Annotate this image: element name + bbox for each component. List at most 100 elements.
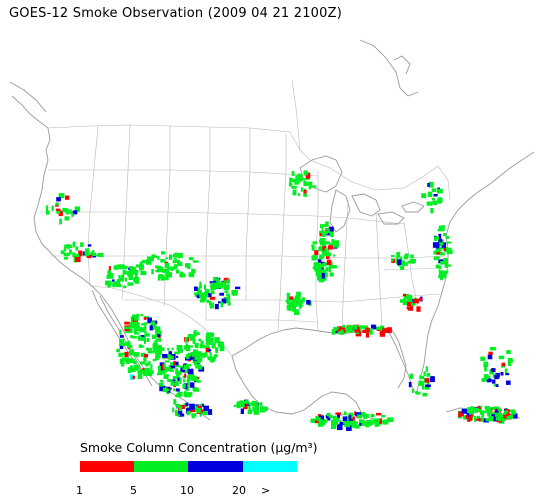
smoke-pixel	[191, 354, 196, 357]
smoke-pixel	[69, 209, 72, 213]
smoke-pixel	[176, 345, 183, 351]
smoke-pixel	[377, 326, 381, 329]
smoke-pixel	[509, 414, 514, 419]
smoke-pixel	[328, 252, 332, 257]
smoke-pixel	[318, 419, 324, 424]
smoke-pixel	[108, 266, 111, 271]
smoke-pixel	[188, 375, 194, 381]
smoke-pixel	[292, 172, 295, 176]
smoke-pixel	[321, 255, 325, 259]
smoke-pixel	[144, 325, 147, 331]
smoke-pixel	[249, 408, 252, 414]
smoke-pixel	[331, 423, 337, 429]
smoke-pixel	[191, 413, 195, 419]
smoke-pixel	[331, 419, 335, 424]
smoke-pixel	[152, 358, 157, 362]
smoke-pixel	[174, 257, 177, 260]
smoke-pixel	[299, 176, 303, 182]
smoke-pixel	[201, 352, 206, 358]
smoke-pixel	[289, 296, 294, 300]
smoke-pixel	[485, 418, 490, 422]
smoke-pixel	[311, 419, 315, 423]
smoke-pixel	[358, 419, 364, 423]
smoke-pixel	[144, 334, 147, 337]
smoke-pixel	[176, 374, 180, 380]
smoke-pixel	[165, 374, 170, 377]
smoke-pixel	[124, 351, 129, 357]
smoke-pixel	[492, 379, 496, 384]
smoke-pixel	[322, 262, 328, 266]
smoke-pixel	[488, 416, 494, 422]
smoke-pixel	[419, 380, 424, 384]
smoke-pixel	[205, 336, 211, 343]
smoke-pixel	[303, 170, 308, 176]
smoke-pixel	[325, 267, 329, 272]
smoke-pixel	[321, 421, 326, 425]
smoke-pixel	[427, 191, 433, 198]
smoke-pixel	[129, 328, 132, 332]
smoke-pixel	[327, 229, 330, 234]
smoke-pixel	[206, 299, 209, 303]
smoke-pixel	[434, 236, 440, 240]
smoke-pixel	[421, 193, 427, 198]
smoke-pixel	[75, 253, 80, 257]
smoke-pixel	[130, 335, 134, 338]
smoke-pixel	[135, 273, 138, 280]
smoke-pixel	[431, 197, 436, 201]
smoke-pixel	[329, 231, 334, 237]
smoke-pixel	[160, 366, 164, 372]
smoke-pixel	[173, 264, 178, 269]
smoke-pixel	[58, 210, 63, 217]
smoke-pixel	[172, 376, 177, 380]
smoke-pixel	[194, 332, 200, 335]
smoke-pixel	[431, 188, 437, 192]
smoke-pixel	[489, 347, 496, 351]
smoke-pixel	[355, 412, 362, 417]
smoke-pixel	[331, 329, 336, 335]
smoke-pixel	[440, 275, 443, 281]
smoke-pixel	[154, 348, 159, 354]
smoke-pixel	[223, 284, 230, 290]
smoke-pixel	[172, 261, 176, 264]
smoke-pixel	[226, 293, 230, 297]
smoke-pixel	[495, 384, 499, 387]
smoke-pixel	[98, 252, 104, 257]
smoke-pixel	[110, 273, 114, 279]
smoke-pixel	[325, 272, 328, 278]
smoke-pixel	[56, 210, 61, 214]
smoke-pixel	[170, 365, 176, 369]
legend-tick-1: 1	[76, 484, 83, 497]
smoke-pixel	[194, 294, 197, 297]
smoke-pixel	[157, 334, 161, 337]
smoke-pixel	[179, 274, 184, 277]
smoke-pixel	[239, 400, 244, 405]
smoke-pixel	[438, 225, 443, 231]
smoke-pixel	[67, 244, 70, 250]
smoke-pixel	[439, 247, 443, 251]
smoke-pixel	[174, 410, 181, 416]
smoke-pixel	[321, 272, 325, 279]
smoke-pixel	[155, 332, 159, 338]
smoke-pixel	[366, 420, 371, 424]
smoke-pixel	[155, 269, 159, 273]
legend-tick-5: 5	[130, 484, 137, 497]
smoke-pixel	[55, 202, 59, 206]
smoke-pixel	[438, 269, 441, 272]
smoke-pixel	[318, 422, 324, 427]
smoke-pixel	[487, 413, 491, 417]
smoke-pixel	[364, 421, 367, 427]
smoke-pixel	[430, 208, 434, 214]
smoke-pixel	[96, 254, 100, 257]
smoke-pixel	[465, 408, 471, 414]
smoke-pixel	[130, 351, 137, 355]
smoke-pixel	[119, 344, 124, 349]
smoke-pixel	[314, 420, 319, 424]
smoke-pixel	[185, 402, 189, 407]
smoke-pixel	[374, 421, 379, 427]
smoke-pixel	[447, 247, 452, 252]
smoke-pixel	[361, 411, 365, 417]
smoke-pixel	[397, 259, 402, 266]
smoke-pixel	[185, 337, 188, 343]
smoke-pixel	[259, 402, 263, 407]
smoke-pixel	[158, 382, 164, 387]
